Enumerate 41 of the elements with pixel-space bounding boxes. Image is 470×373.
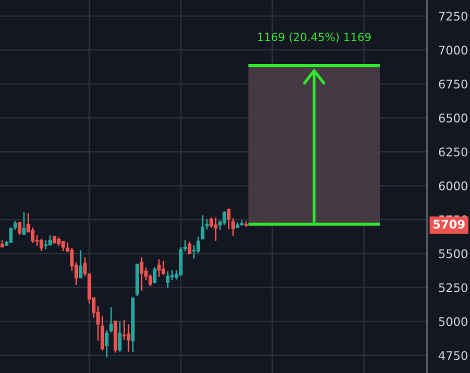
y-tick-label: 5250 <box>439 283 468 292</box>
candlestick <box>83 256 87 277</box>
candlestick <box>126 323 130 352</box>
y-tick-label: 6750 <box>438 80 468 89</box>
band-label: 1169 (20.45%) 1169 <box>258 32 371 42</box>
candlestick <box>192 244 196 260</box>
candlestick <box>9 226 13 243</box>
candlestick <box>22 212 26 236</box>
candlestick <box>183 240 187 252</box>
candlestick <box>205 218 209 230</box>
candlestick <box>231 218 235 237</box>
y-tick-label: 5000 <box>439 317 468 326</box>
candlestick <box>61 240 65 252</box>
candlestick <box>200 214 204 240</box>
candlestick <box>140 256 144 292</box>
candlestick <box>166 270 170 288</box>
candlestick <box>18 222 22 236</box>
y-tick-label: 6500 <box>438 114 468 122</box>
y-tick-label: 6000 <box>438 181 468 190</box>
candlestick <box>226 208 231 230</box>
y-tick-label: 4750 <box>438 351 468 360</box>
candlestick <box>40 238 44 252</box>
candlestick <box>100 315 104 352</box>
candlestick <box>188 240 192 255</box>
y-tick-label: 7250 <box>439 12 468 21</box>
y-tick-label: 7000 <box>439 46 468 55</box>
annotation: 5709 <box>433 220 465 229</box>
candlestick <box>210 216 214 229</box>
candlestick <box>196 236 200 254</box>
candlestick <box>222 210 226 226</box>
candlestick <box>109 306 113 334</box>
candlestick <box>104 329 109 358</box>
candlestick <box>214 216 218 242</box>
candlestick <box>157 258 161 278</box>
candlestick <box>170 269 174 281</box>
y-tick-label: 6250 <box>438 147 468 156</box>
y-tick-label: 5500 <box>439 249 468 258</box>
candlestick <box>118 320 122 352</box>
candlestick <box>162 260 166 276</box>
candlestick <box>78 250 82 279</box>
candlestick <box>152 266 156 284</box>
